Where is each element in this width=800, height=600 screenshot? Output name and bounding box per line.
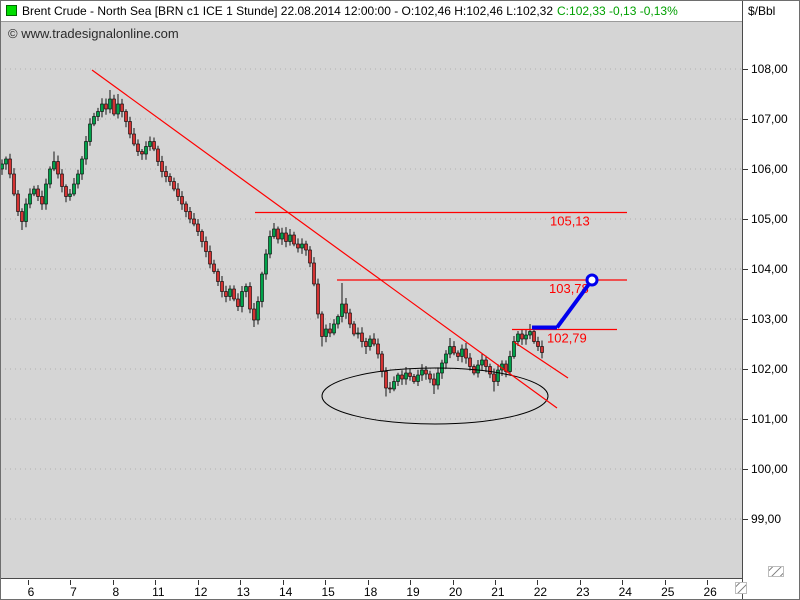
y-axis-tick — [743, 369, 748, 370]
price-line-label: 103,78 — [549, 281, 589, 296]
candlestick-chart: 105,13 103,78 102,79 — [0, 68, 742, 520]
x-axis-tick — [70, 580, 72, 585]
instrument-status-icon — [6, 5, 17, 16]
price-projection-annotation[interactable] — [532, 273, 599, 330]
x-axis-tick-label: 21 — [491, 585, 505, 599]
y-axis-tick — [743, 219, 748, 220]
axis-resize-grip-icon[interactable] — [768, 566, 784, 577]
x-axis-tick — [240, 580, 242, 585]
rounding-bottom-ellipse-annotation[interactable] — [321, 367, 549, 425]
watermark: © www.tradesignalonline.com — [8, 26, 179, 41]
y-axis-tick-label: 101,00 — [751, 412, 788, 426]
y-axis-tick-label: 107,00 — [751, 112, 788, 126]
y-axis-tick — [743, 69, 748, 70]
axis-resize-grip-icon[interactable] — [735, 582, 747, 594]
y-axis-tick-label: 102,00 — [751, 362, 788, 376]
y-axis-tick — [743, 419, 748, 420]
x-axis-tick-label: 14 — [279, 585, 293, 599]
y-axis-tick — [743, 469, 748, 470]
price-axis[interactable]: $/Bbl 108,00 107,00 106,00 105,00 104,00 103,… — [742, 0, 800, 600]
x-axis-tick-label: 23 — [576, 585, 590, 599]
x-axis-tick-label: 6 — [27, 585, 35, 599]
chart-plot-area[interactable]: © www.tradesignalonline.com 105,13 103,78… — [0, 22, 742, 578]
y-axis-tick-label: 100,00 — [751, 462, 788, 476]
y-axis-tick-label: 99,00 — [751, 512, 782, 526]
x-axis-tick-label: 12 — [194, 585, 208, 599]
y-axis-tick-label: 106,00 — [751, 162, 788, 176]
x-axis-tick-label: 15 — [321, 585, 335, 599]
x-axis-tick — [410, 580, 412, 585]
x-axis-tick-label: 18 — [363, 585, 378, 599]
y-axis-tick-label: 105,00 — [751, 212, 788, 226]
x-axis-tick — [494, 580, 496, 585]
price-line-label: 105,13 — [550, 214, 590, 229]
x-axis-tick-label: 22 — [533, 585, 548, 599]
x-axis-tick — [155, 580, 157, 585]
x-axis-tick — [664, 580, 666, 585]
x-axis-tick — [282, 580, 284, 585]
x-axis-tick-label: 20 — [448, 585, 463, 599]
y-axis-tick — [743, 169, 748, 170]
y-axis-tick — [743, 269, 748, 270]
chart-title: Brent Crude - North Sea [BRN c1 ICE 1 St… — [22, 3, 554, 18]
chart-title-bar: Brent Crude - North Sea [BRN c1 ICE 1 St… — [0, 0, 742, 22]
y-axis-tick — [743, 519, 748, 520]
price-line-label: 102,79 — [547, 331, 587, 346]
x-axis-tick-label: 13 — [236, 585, 250, 599]
x-axis-tick-label: 24 — [618, 585, 632, 599]
x-axis-tick — [28, 580, 29, 585]
x-axis-tick — [367, 580, 369, 585]
y-axis-tick-label: 108,00 — [751, 62, 788, 76]
gridlines — [0, 68, 742, 520]
x-axis-tick-label: 25 — [661, 585, 675, 599]
x-axis-tick-label: 26 — [703, 585, 717, 599]
x-axis-tick-label: 11 — [152, 585, 165, 599]
x-axis-tick — [452, 580, 454, 585]
y-axis-tick-label: 103,00 — [751, 312, 788, 326]
x-axis-tick-label: 8 — [112, 585, 120, 599]
downtrend-line-annotation[interactable] — [91, 69, 558, 409]
x-axis-tick — [197, 580, 199, 585]
x-axis-tick — [707, 580, 709, 585]
x-axis-tick — [622, 580, 624, 585]
time-axis[interactable]: 6 7 8 11 12 13 14 15 18 19 20 21 22 23 24 25 26 — [0, 578, 742, 600]
y-axis-tick — [743, 319, 748, 320]
price-axis-unit-label: $/Bbl — [748, 4, 776, 18]
x-axis-tick-label: 7 — [70, 585, 77, 599]
x-axis-tick — [112, 580, 114, 585]
candlestick-series — [0, 90, 544, 397]
x-axis-tick-label: 19 — [406, 585, 420, 599]
y-axis-tick-label: 104,00 — [751, 262, 788, 276]
y-axis-tick — [743, 119, 748, 120]
downtrend-line-annotation[interactable] — [513, 341, 569, 379]
x-axis-tick — [537, 580, 539, 585]
chart-quote-close: C:102,33 -0,13 -0,13% — [557, 3, 678, 18]
x-axis-tick — [325, 580, 327, 585]
x-axis-tick — [579, 580, 581, 585]
projection-target-marker[interactable] — [585, 273, 599, 287]
